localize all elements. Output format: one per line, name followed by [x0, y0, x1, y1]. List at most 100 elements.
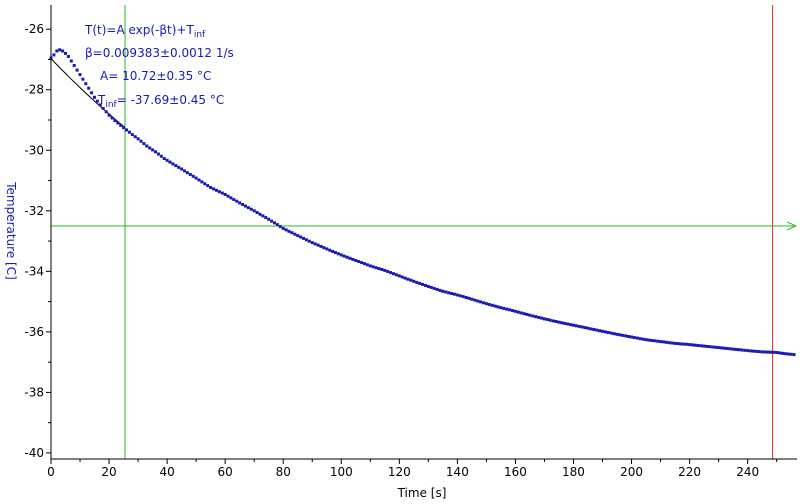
data-point	[757, 350, 761, 354]
x-axis-title: Time [s]	[397, 486, 447, 500]
data-point	[194, 176, 198, 180]
data-point	[662, 340, 665, 344]
data-point	[693, 343, 697, 347]
data-point	[116, 121, 120, 125]
fit-curve	[50, 58, 124, 127]
data-point	[345, 255, 349, 259]
tinf-subscript: inf	[105, 100, 117, 110]
data-point	[603, 330, 607, 334]
data-point	[685, 342, 689, 346]
data-point	[664, 340, 668, 344]
data-point	[601, 329, 604, 333]
data-point	[763, 350, 767, 354]
data-point	[235, 199, 239, 203]
data-point	[334, 251, 337, 255]
data-point	[206, 184, 210, 188]
data-point	[212, 187, 216, 191]
data-point	[638, 337, 642, 341]
data-point	[557, 320, 561, 324]
data-point	[241, 203, 245, 206]
data-point	[781, 351, 784, 355]
data-point	[258, 212, 262, 216]
data-point	[421, 282, 424, 286]
data-point	[180, 167, 184, 171]
x-tick-label: 180	[562, 465, 585, 479]
y-tick-label: -38	[24, 385, 44, 399]
x-tick-label: 240	[736, 465, 759, 479]
data-point	[339, 253, 343, 257]
data-point	[569, 323, 573, 327]
data-point	[537, 315, 541, 319]
data-point	[580, 325, 584, 329]
data-point	[229, 196, 233, 200]
data-point	[743, 348, 747, 352]
y-tick-label: -26	[24, 22, 44, 36]
data-point	[444, 290, 448, 294]
data-point	[589, 327, 593, 331]
data-point	[760, 350, 764, 354]
data-point	[464, 296, 468, 299]
data-point	[374, 266, 378, 270]
data-point	[711, 345, 715, 349]
data-point	[55, 49, 59, 53]
data-point	[104, 110, 108, 114]
data-point	[563, 321, 567, 325]
data-point	[255, 211, 259, 214]
data-point	[441, 289, 445, 293]
data-point	[749, 349, 753, 353]
data-point	[383, 268, 387, 272]
data-point	[746, 349, 750, 353]
data-point	[635, 336, 639, 340]
x-tick-label: 120	[388, 465, 411, 479]
data-point	[615, 332, 619, 336]
data-point	[426, 285, 430, 288]
data-point	[159, 154, 163, 158]
x-tick-label: 20	[101, 465, 116, 479]
data-point	[499, 306, 503, 310]
data-point	[319, 244, 323, 248]
data-point	[754, 349, 758, 353]
data-point	[548, 318, 552, 322]
amplitude-value: A= 10.72±0.35 °C	[100, 69, 211, 83]
data-point	[592, 328, 596, 331]
data-point	[792, 353, 796, 357]
data-point	[171, 162, 175, 166]
data-point	[702, 344, 706, 348]
data-point	[682, 342, 686, 346]
data-point	[543, 317, 546, 321]
data-point	[508, 308, 512, 312]
x-tick-label: 200	[620, 465, 643, 479]
data-point	[609, 331, 613, 335]
data-point	[528, 313, 532, 317]
data-point	[470, 297, 474, 301]
data-point	[484, 302, 488, 306]
data-point	[275, 223, 279, 227]
data-point	[325, 247, 329, 251]
data-point	[278, 225, 282, 229]
data-point	[113, 119, 117, 123]
data-point	[676, 342, 680, 346]
data-point	[284, 228, 288, 232]
fit-equation-main: T(t)=A exp(-βt)+T	[84, 23, 194, 37]
data-point	[656, 339, 660, 343]
data-point	[273, 221, 276, 225]
data-point	[458, 294, 462, 298]
data-point	[467, 296, 471, 300]
data-point	[572, 323, 575, 327]
data-point	[348, 256, 352, 260]
data-point	[354, 259, 358, 262]
data-point	[368, 264, 372, 268]
data-point	[772, 350, 776, 354]
data-point	[412, 279, 416, 283]
data-point	[717, 346, 721, 350]
data-point	[119, 123, 123, 127]
data-point	[328, 248, 332, 252]
x-tick-label: 80	[276, 465, 291, 479]
data-point	[424, 284, 427, 287]
y-tick-label: -36	[24, 325, 44, 339]
data-point	[766, 350, 770, 354]
data-point	[72, 64, 76, 67]
y-tick-label: -40	[24, 446, 44, 460]
data-point	[502, 306, 506, 310]
data-point	[476, 299, 480, 303]
